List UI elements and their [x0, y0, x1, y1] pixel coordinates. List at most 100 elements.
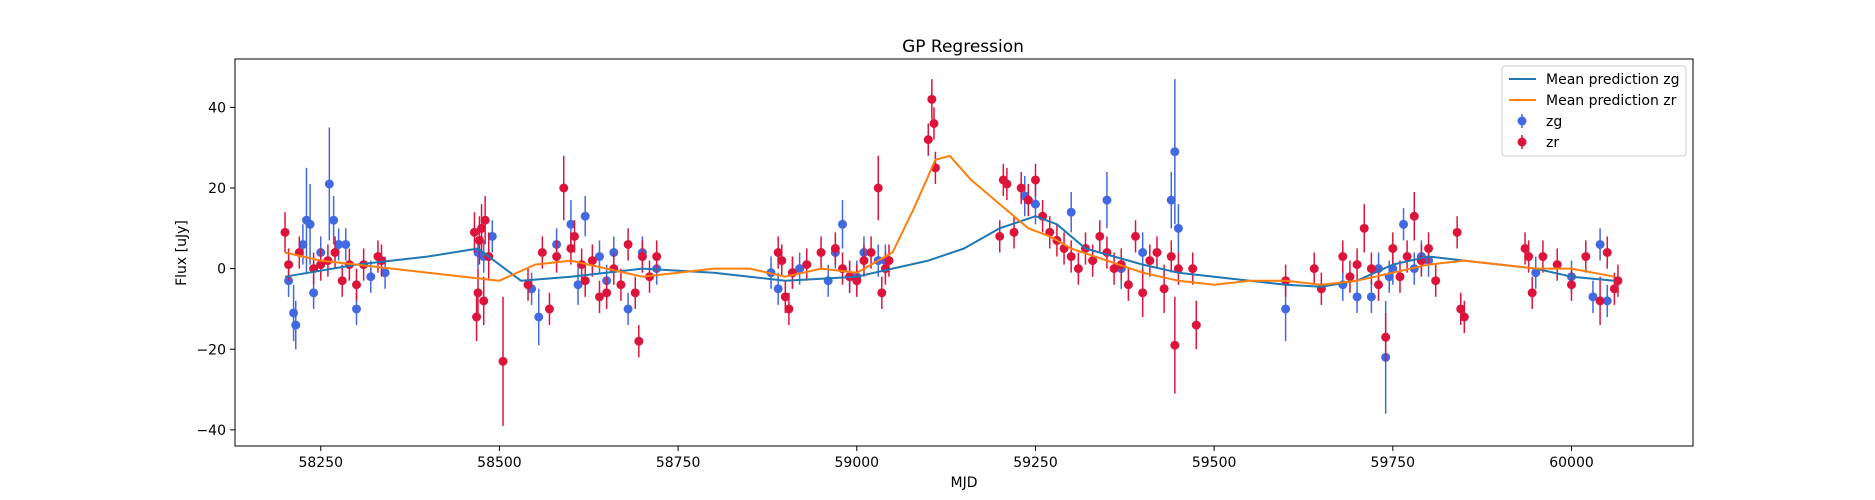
zr-series-point — [877, 288, 887, 298]
zr-series-point — [1424, 243, 1434, 253]
zg-series-point — [289, 308, 299, 318]
zr-series-point — [352, 280, 361, 290]
x-tick-label: 59500 — [1192, 455, 1237, 471]
zg-series-point — [341, 239, 351, 249]
zr-series-point — [316, 260, 326, 270]
legend: Mean prediction zg Mean prediction zr zg… — [1501, 65, 1687, 157]
zg-series-point — [534, 312, 544, 322]
zr-series-point — [1527, 288, 1537, 298]
zg-series-point — [291, 320, 301, 330]
zr-series-point — [1613, 276, 1623, 286]
zr-series-point — [552, 252, 562, 262]
zg-series-point — [1352, 292, 1362, 302]
zg-series-point — [773, 284, 783, 294]
zr-series-point — [280, 227, 290, 237]
zr-series-point — [1524, 252, 1534, 262]
zg-series-point — [623, 304, 633, 314]
zr-series-point — [866, 248, 876, 257]
x-tick-label: 58750 — [656, 455, 701, 471]
zg-series-point — [305, 219, 315, 229]
zr-series-point — [473, 288, 483, 298]
zg-series-point — [1602, 296, 1612, 306]
zg-series-point — [838, 219, 847, 229]
legend-label-mean-zr: Mean prediction zr — [1546, 93, 1677, 109]
legend-box — [1501, 65, 1687, 157]
zr-series-point — [1023, 195, 1033, 205]
zg-series-point — [580, 211, 590, 221]
zr-series-point — [1170, 340, 1180, 350]
zg-series-point — [1166, 195, 1176, 205]
axis-ticks: 58250 58500 58750 59000 59250 59500 59750 60000… — [196, 100, 1593, 471]
zr-series-point — [1152, 248, 1162, 257]
x-tick-label: 59250 — [1013, 455, 1058, 471]
zg-series-point — [573, 280, 583, 290]
zr-series-point — [1088, 256, 1098, 266]
zr-series-point — [580, 276, 590, 286]
zr-series-point — [1166, 252, 1176, 262]
plot-area — [280, 79, 1623, 426]
legend-label-mean-zg: Mean prediction zg — [1546, 72, 1680, 88]
zg-series-point — [366, 272, 376, 282]
zr-series-point — [923, 135, 933, 145]
zg-series-point — [329, 215, 339, 225]
x-tick-label: 59000 — [835, 455, 880, 471]
zr-series-point — [852, 276, 862, 286]
zr-series-point — [1138, 288, 1148, 298]
y-tick-label: −20 — [196, 342, 226, 358]
legend-swatch-zg — [1517, 116, 1527, 126]
x-tick-label: 58500 — [477, 455, 522, 471]
zr-series-point — [587, 256, 597, 266]
zr-series-point — [498, 356, 508, 366]
x-tick-label: 60000 — [1549, 455, 1594, 471]
legend-label-zg: zg — [1546, 114, 1562, 130]
mean-prediction-zr-line — [284, 154, 1615, 286]
zr-series-point — [479, 296, 489, 306]
zg-series-point — [1102, 195, 1112, 205]
zr-series-point — [1188, 264, 1198, 274]
zr-series-point — [544, 304, 554, 314]
zr-series-point — [802, 260, 812, 270]
zr-series-point — [927, 94, 937, 104]
zr-series-point — [523, 280, 533, 290]
y-tick-label: 0 — [217, 262, 226, 278]
zr-series-point — [1309, 264, 1319, 274]
zr-series-point — [1402, 252, 1412, 262]
zr-series-point — [1066, 252, 1076, 262]
zr-series-point — [569, 231, 579, 241]
zr-series-point — [566, 243, 576, 253]
zr-series-point — [1145, 256, 1155, 266]
zr-series-point — [1109, 264, 1119, 274]
zr-series-point — [652, 252, 662, 262]
zr-series-point — [480, 215, 490, 225]
x-tick-label: 58250 — [298, 455, 343, 471]
y-tick-label: 20 — [208, 181, 226, 197]
zr-series-point — [616, 280, 626, 290]
zr-series-point — [1352, 260, 1362, 270]
zg-series-point — [1399, 219, 1409, 229]
axes-frame — [234, 58, 1694, 447]
zg-series-point — [1595, 239, 1605, 249]
zr-series-point — [1602, 248, 1612, 257]
zg-series-point — [334, 239, 344, 249]
zr-series-point — [1123, 280, 1133, 290]
zr-series-point — [784, 304, 794, 314]
zr-series-point — [330, 248, 340, 257]
zg-series-point — [595, 252, 604, 262]
zr-series-point — [1431, 276, 1441, 286]
zr-series-point — [1456, 304, 1466, 314]
zr-series-point — [1538, 252, 1548, 262]
zr-series-point — [995, 231, 1005, 241]
zr-series-point — [1095, 231, 1105, 241]
zr-series-point — [1073, 264, 1083, 274]
zg-series-point — [795, 264, 805, 274]
zr-series-point — [1338, 252, 1348, 262]
zr-series-point — [623, 239, 633, 249]
zr-series-point — [1609, 284, 1619, 294]
zr-series — [280, 79, 1623, 426]
zr-series-point — [1009, 227, 1019, 237]
mean-prediction-zg-line — [284, 215, 1615, 288]
zg-series-point — [1170, 147, 1180, 157]
zr-series-point — [1409, 211, 1419, 221]
zg-series-point — [1138, 248, 1148, 257]
